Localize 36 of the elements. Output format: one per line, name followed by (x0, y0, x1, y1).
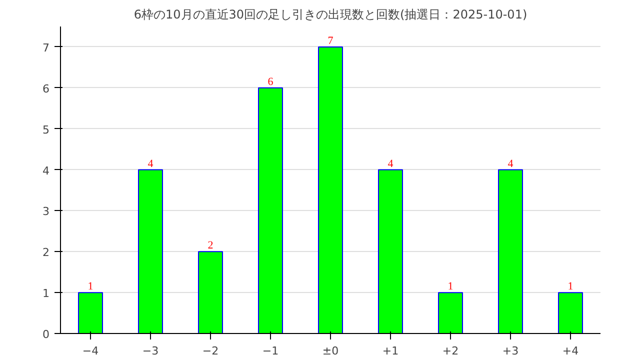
data-label: 4 (388, 158, 394, 170)
x-tick-label: +1 (382, 344, 399, 358)
bar (198, 251, 223, 334)
bar (78, 292, 103, 334)
x-tick-label: −1 (262, 344, 279, 358)
x-tick-label: +2 (442, 344, 459, 358)
y-tick-label: 2 (42, 246, 50, 260)
x-tick-label: −2 (202, 344, 219, 358)
bar (138, 169, 163, 334)
y-tick-label: 4 (42, 164, 50, 178)
data-label: 1 (448, 280, 454, 293)
y-tick-label: 7 (42, 41, 50, 54)
y-tick-label: 6 (42, 82, 50, 96)
x-tick-label: −3 (142, 344, 159, 358)
chart-title: 6枠の10月の直近30回の足し引きの出現数と回数(抽選日：2025-10-01) (134, 8, 528, 22)
x-tick-label: +3 (502, 344, 519, 358)
bar (438, 292, 463, 334)
bar (558, 292, 583, 334)
data-label: 1 (568, 280, 574, 293)
bar (318, 46, 343, 334)
data-label: 6 (268, 76, 274, 88)
x-tick-label: ±0 (322, 344, 339, 358)
data-label: 2 (208, 240, 214, 252)
data-label: 1 (88, 280, 94, 293)
x-tick-label: +4 (562, 344, 579, 358)
bar (498, 169, 523, 334)
data-label: 4 (508, 158, 514, 170)
y-tick-label: 0 (42, 328, 50, 341)
data-label: 4 (148, 158, 154, 170)
x-tick-label: −4 (82, 344, 99, 358)
y-tick-label: 3 (42, 205, 50, 218)
data-label: 7 (328, 34, 334, 47)
bar (258, 87, 283, 334)
y-tick-label: 1 (42, 287, 50, 300)
bar (378, 169, 403, 334)
y-tick-label: 5 (42, 123, 50, 136)
